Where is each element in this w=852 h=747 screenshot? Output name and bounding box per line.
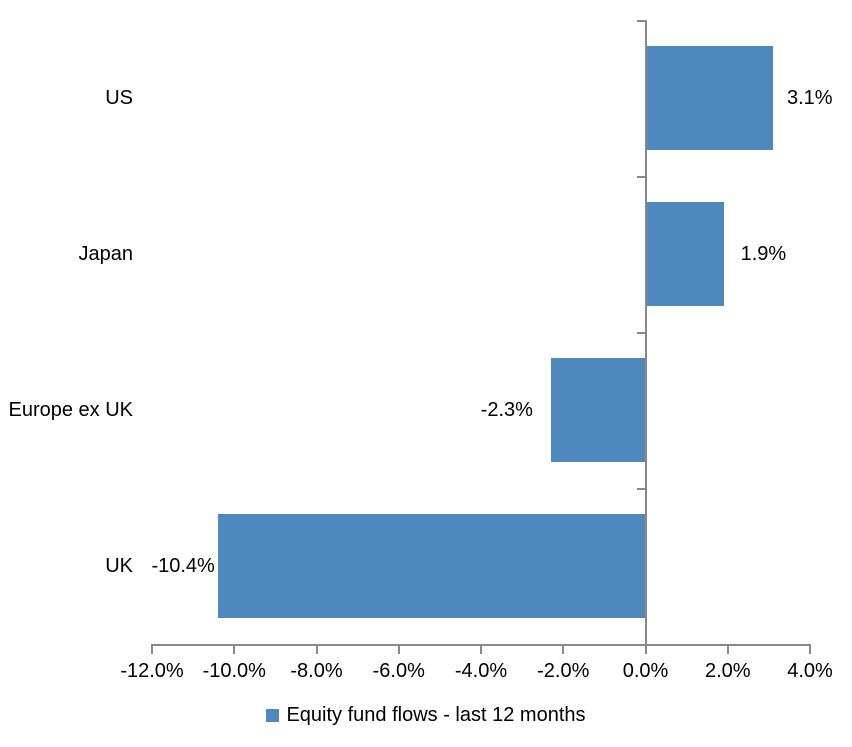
- y-axis-zero-line: [644, 20, 647, 654]
- x-axis-tick-label: -12.0%: [120, 660, 184, 682]
- legend: Equity fund flows - last 12 months: [0, 702, 852, 728]
- category-label-europe-ex-uk: Europe ex UK: [8, 399, 133, 421]
- x-axis-tick-label: -6.0%: [372, 660, 425, 682]
- x-axis-tick: [315, 646, 318, 654]
- x-axis-tick: [151, 646, 153, 654]
- x-axis-tick-label: 0.0%: [622, 660, 669, 682]
- x-axis-tick-label: 4.0%: [787, 660, 833, 682]
- data-label-europe-ex-uk: -2.3%: [480, 399, 533, 421]
- category-boundary-tick: [636, 20, 645, 22]
- x-axis-tick: [726, 646, 729, 654]
- legend-label: Equity fund flows - last 12 months: [286, 704, 586, 726]
- data-label-uk: -10.4%: [151, 555, 215, 577]
- bar-japan: [645, 202, 724, 306]
- x-axis-line: [151, 644, 811, 646]
- bar-europe-ex-uk: [550, 358, 646, 462]
- data-label-us: 3.1%: [786, 87, 833, 109]
- data-label-japan: 1.9%: [740, 243, 787, 265]
- legend-series-swatch-icon: [266, 708, 280, 722]
- x-axis-tick: [233, 646, 236, 654]
- category-boundary-tick: [636, 488, 645, 490]
- category-label-japan: Japan: [78, 243, 134, 265]
- x-axis-tick: [480, 646, 482, 654]
- x-axis-tick: [397, 646, 400, 654]
- bar-uk: [217, 514, 646, 618]
- x-axis-tick-label: 2.0%: [704, 660, 751, 682]
- x-axis-tick-label: -4.0%: [454, 660, 508, 682]
- x-axis-tick: [644, 646, 647, 654]
- category-label-uk: UK: [105, 555, 133, 577]
- category-boundary-tick: [636, 332, 645, 334]
- category-boundary-tick: [636, 176, 645, 178]
- category-label-us: US: [105, 87, 133, 109]
- bar-us: [645, 46, 773, 150]
- x-axis-tick: [809, 646, 811, 654]
- x-axis-tick-label: -10.0%: [202, 660, 266, 682]
- x-axis-tick-label: -2.0%: [537, 660, 590, 682]
- x-axis-tick-label: -8.0%: [290, 660, 343, 682]
- x-axis-tick: [562, 646, 565, 654]
